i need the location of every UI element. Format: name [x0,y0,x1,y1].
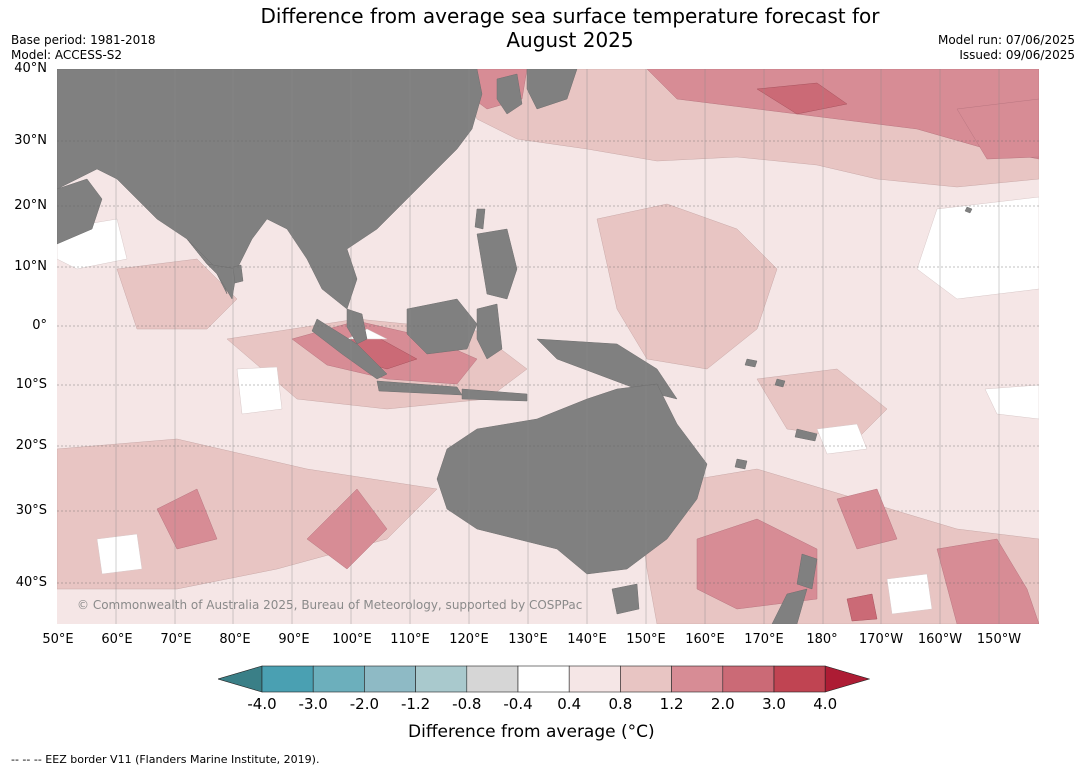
colorbar-tick-label: 1.2 [659,695,684,713]
colorbar-extend-high [824,665,870,693]
lon-label: 180° [806,632,838,647]
model-run: Model run: 07/06/2025 [937,33,1075,47]
colorbar-cell [517,665,570,693]
lon-label: 160°E [685,632,725,647]
lon-label: 130°E [508,632,548,647]
colorbar-cell [312,665,365,693]
lon-label: 80°E [219,632,251,647]
colorbar-cell [620,665,672,693]
colorbar-tick-label: 0.8 [608,695,633,713]
lon-label: 170°W [858,632,904,647]
map-title: Difference from average sea surface temp… [180,4,960,52]
lon-label: 60°E [101,632,133,647]
lat-label: 30°N [14,133,47,148]
lat-label: 0° [32,318,47,333]
colorbar-cell [364,665,416,693]
colorbar-cell [261,665,314,693]
lon-label: 120°E [449,632,489,647]
colorbar-cell [671,665,724,693]
colorbar [218,665,870,693]
model-name: Model: ACCESS-S2 [11,48,123,62]
lat-label: 20°N [14,198,47,213]
lon-label: 50°E [42,632,74,647]
colorbar-cell [466,665,519,693]
colorbar-tick-label: 4.0 [813,695,838,713]
copyright-text: © Commonwealth of Australia 2025, Bureau… [77,598,583,612]
sst-anomaly-map [57,69,1039,624]
lat-label: 30°S [15,503,47,518]
colorbar-tick-label: 0.4 [557,695,582,713]
colorbar-cell [415,665,468,693]
colorbar-tick-label: -3.0 [298,695,328,713]
colorbar-cell [568,665,621,693]
lon-label: 110°E [390,632,430,647]
meta-right: Model run: 07/06/2025 Issued: 09/06/2025 [938,33,1075,63]
title-line-1: Difference from average sea surface temp… [260,4,880,28]
colorbar-cell [722,665,775,693]
eez-footnote: -- -- -- EEZ border V11 (Flanders Marine… [11,753,320,766]
lon-label: 150°E [626,632,666,647]
lon-label: 170°E [744,632,784,647]
title-line-2: August 2025 [506,28,634,52]
lat-label: 10°N [14,259,47,274]
lon-label: 100°E [332,632,372,647]
lat-label: 40°S [15,575,47,590]
lat-label: 10°S [15,377,47,392]
lon-label: 70°E [160,632,192,647]
lon-label: 160°W [917,632,963,647]
colorbar-tick-label: -0.8 [452,695,482,713]
colorbar-tick-label: 2.0 [710,695,735,713]
colorbar-extend-low [218,665,263,693]
lat-label: 20°S [15,438,47,453]
lon-label: 150°W [976,632,1022,647]
colorbar-tick-label: -4.0 [247,695,277,713]
colorbar-label: Difference from average (°C) [408,722,655,742]
lat-label: 40°N [14,61,47,76]
meta-left: Base period: 1981-2018 Model: ACCESS-S2 [11,33,156,63]
colorbar-tick-label: -1.2 [400,695,431,713]
land-masses [57,69,973,624]
issued-date: Issued: 09/06/2025 [959,48,1075,62]
lon-label: 90°E [278,632,310,647]
meridians [115,69,1000,624]
colorbar-tick-label: -2.0 [349,695,380,713]
colorbar-cell [773,665,826,693]
colorbar-tick-label: -0.4 [503,695,533,713]
base-period: Base period: 1981-2018 [11,33,156,47]
colorbar-tick-label: 3.0 [762,695,786,713]
lon-label: 140°E [567,632,607,647]
